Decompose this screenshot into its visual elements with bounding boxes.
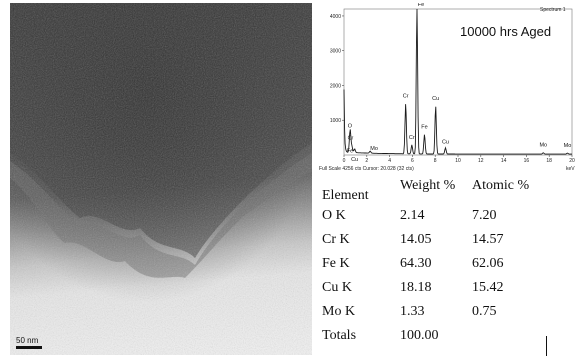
spectrum-footer: Full Scale 4256 cts Cursor: 20.028 (32 c…: [319, 166, 414, 172]
spectrum-line: [343, 8, 572, 155]
composition-table: Element Weight % Atomic % O K 2.14 7.20 …: [322, 178, 574, 348]
y-tick-label: 2000: [330, 83, 341, 89]
spectrum-plot: 1000 2000 3000 4000 0 2 4 6 8 10 12 14 16 18 20 O Cr Fe Cu…: [330, 3, 575, 164]
cell-element: Mo K: [322, 304, 356, 319]
cell-weight: 18.18: [400, 280, 432, 295]
header-atomic: Atomic %: [472, 178, 530, 193]
plot-frame: [343, 8, 573, 156]
x-tick-label: 0: [343, 158, 346, 164]
peak-label: Fe: [421, 125, 427, 131]
cell-atomic: [472, 324, 542, 348]
text-cursor: [546, 336, 547, 356]
peak-label: Cu: [432, 96, 439, 102]
cell-atomic: 0.75: [472, 304, 497, 319]
x-tick-label: 2: [365, 158, 368, 164]
cell-element: Cu K: [322, 280, 352, 295]
cell-atomic: 7.20: [472, 208, 497, 223]
header-element: Element: [322, 188, 369, 203]
cell-element: Totals: [322, 328, 357, 343]
header-weight: Weight %: [400, 178, 456, 193]
scale-bar: 50 nm: [16, 336, 42, 349]
x-tick-label: 4: [388, 158, 391, 164]
spectrum-annotation: 10000 hrs Aged: [460, 24, 552, 39]
peak-label: Mo: [370, 146, 378, 152]
x-tick-label: 8: [434, 158, 437, 164]
x-tick-label: 12: [478, 158, 484, 164]
y-tick-label: 3000: [330, 49, 341, 55]
table-row: Mo K 1.33 0.75: [322, 300, 542, 324]
cell-atomic: 14.57: [472, 232, 504, 247]
peak-label: Cr: [403, 94, 409, 100]
cell-weight: 100.00: [400, 328, 439, 343]
eds-spectrum: 1000 2000 3000 4000 0 2 4 6 8 10 12 14 16 18 20 O Cr Fe Cu…: [318, 3, 576, 175]
peak-label: Fe: [347, 148, 353, 154]
x-tick-label: 18: [546, 158, 552, 164]
cell-atomic: 15.42: [472, 280, 504, 295]
table-row: O K 2.14 7.20: [322, 204, 542, 228]
cell-weight: 2.14: [400, 208, 425, 223]
peak-label: Cr: [348, 136, 354, 142]
x-tick-label: 6: [411, 158, 414, 164]
table-row: Fe K 64.30 62.06: [322, 252, 542, 276]
y-tick-label: 4000: [330, 14, 341, 20]
peak-label: Cu: [351, 157, 358, 163]
table-row: Totals 100.00: [322, 324, 542, 348]
peak-label: Mo: [564, 143, 572, 149]
x-tick-label: 10: [455, 158, 461, 164]
y-tick-label: 1000: [330, 118, 341, 124]
spectrum-x-unit: keV: [566, 166, 575, 172]
cell-weight: 14.05: [400, 232, 432, 247]
cell-element: Fe K: [322, 256, 350, 271]
table-row: Cu K 18.18 15.42: [322, 276, 542, 300]
cell-weight: 64.30: [400, 256, 432, 271]
tem-micrograph: 50 nm: [10, 3, 312, 355]
scale-bar-line: [16, 346, 42, 349]
peak-label: Mo: [539, 143, 547, 149]
table-row: Cr K 14.05 14.57: [322, 228, 542, 252]
spectrum-title: Spectrum 1: [540, 7, 566, 13]
scale-bar-label: 50 nm: [16, 336, 39, 345]
x-tick-label: 14: [501, 158, 507, 164]
cell-weight: 1.33: [400, 304, 425, 319]
x-tick-label: 20: [569, 158, 575, 164]
table-header-row: Element Weight % Atomic %: [322, 178, 542, 204]
micrograph-texture: [10, 3, 312, 355]
peak-label: Fe: [418, 3, 424, 8]
peak-label: Cr: [409, 135, 415, 141]
cell-element: Cr K: [322, 232, 350, 247]
cell-atomic: 62.06: [472, 256, 504, 271]
peak-label: O: [348, 123, 353, 129]
cell-element: O K: [322, 208, 346, 223]
x-tick-label: 16: [524, 158, 530, 164]
peak-label: Cu: [442, 140, 449, 146]
